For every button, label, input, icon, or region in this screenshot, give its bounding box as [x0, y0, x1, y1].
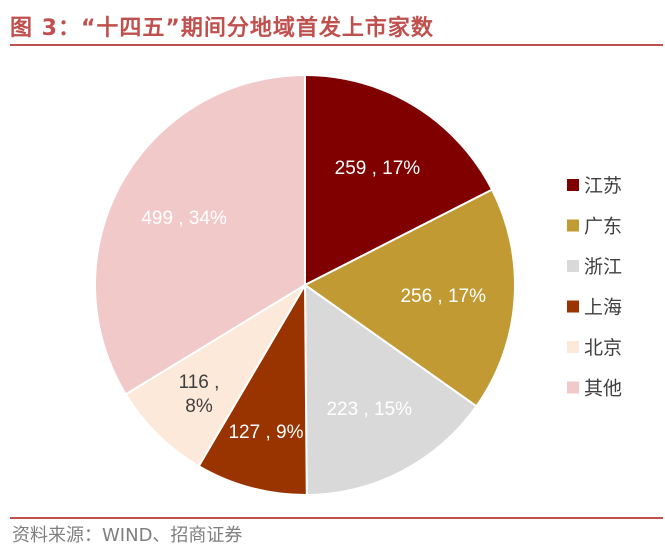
legend-label-3: 浙江 [584, 256, 622, 278]
title-divider [10, 44, 663, 46]
legend-label-2: 广东 [584, 216, 622, 238]
legend-swatch-5 [567, 341, 579, 353]
legend-label-4: 上海 [584, 297, 622, 319]
legend-swatch-2 [567, 219, 579, 232]
source-divider [10, 517, 663, 519]
data-label-6: 499 , 34% [141, 208, 227, 229]
legend-swatch-3 [567, 260, 579, 272]
source-note: 资料来源：WIND、招商证券 [12, 525, 243, 546]
pie-slice-3 [303, 283, 478, 497]
legend-label-1: 江苏 [584, 175, 622, 197]
data-label-5: 116 , 8% [179, 372, 220, 417]
legend-swatch-4 [567, 300, 579, 313]
data-label-2: 256 , 17% [400, 286, 486, 307]
legend-label-6: 其他 [584, 378, 622, 400]
pie-slice-4 [197, 281, 308, 496]
pie-slice-2 [303, 188, 516, 408]
pie-slice-1 [304, 73, 494, 287]
figure-title: 图 3：“十四五”期间分地域首发上市家数 [10, 16, 434, 41]
legend-swatch-1 [567, 179, 579, 191]
data-label-4: 127 , 9% [228, 422, 303, 443]
data-label-3: 223 , 15% [326, 399, 412, 420]
pie-slice-5 [124, 284, 306, 468]
legend-label-5: 北京 [584, 337, 622, 359]
data-label-1: 259 , 17% [335, 158, 421, 179]
pie-slice-6 [94, 73, 306, 396]
legend-swatch-6 [567, 381, 579, 394]
